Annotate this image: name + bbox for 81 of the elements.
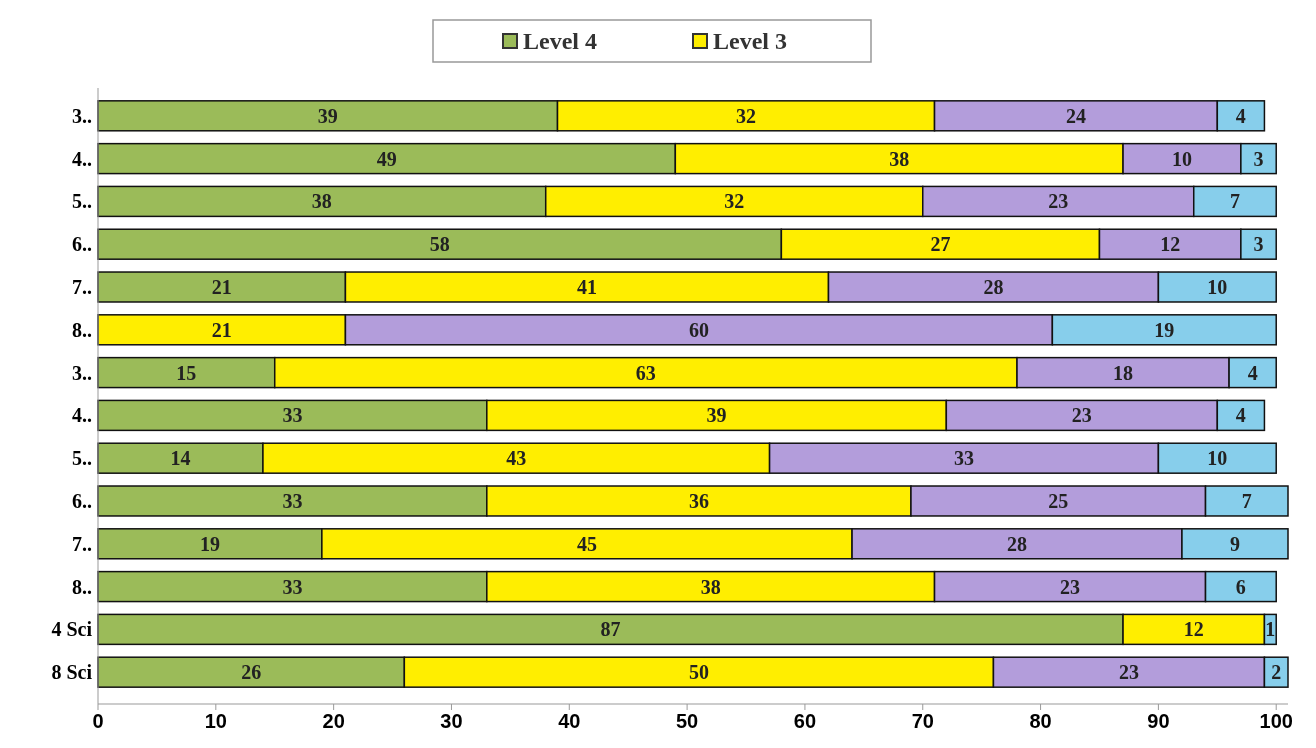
data-label: 21 <box>211 318 232 341</box>
data-label: 27 <box>930 233 951 256</box>
y-tick-label: 4 Sci <box>51 618 93 641</box>
y-tick-label: 8.. <box>72 575 92 598</box>
y-tick-label: 7.. <box>72 532 92 555</box>
data-label: 23 <box>1048 190 1069 213</box>
data-label: 10 <box>1207 447 1228 470</box>
x-tick-label: 80 <box>1029 710 1052 732</box>
data-label: 19 <box>199 532 220 555</box>
data-label: 36 <box>688 489 709 512</box>
data-label: 39 <box>317 104 338 127</box>
data-label: 43 <box>506 447 527 470</box>
data-label: 4 <box>1247 361 1258 384</box>
data-label: 12 <box>1160 233 1181 256</box>
data-label: 33 <box>953 447 974 470</box>
data-label: 39 <box>706 404 727 427</box>
data-label: 32 <box>724 190 745 213</box>
data-label: 19 <box>1154 318 1175 341</box>
data-label: 14 <box>170 447 191 470</box>
x-tick-label: 10 <box>204 710 227 732</box>
x-tick-label: 40 <box>558 710 581 732</box>
data-label: 63 <box>635 361 656 384</box>
data-label: 38 <box>311 190 332 213</box>
data-label: 28 <box>1007 532 1028 555</box>
data-label: 58 <box>429 233 450 256</box>
x-tick-label: 90 <box>1147 710 1170 732</box>
y-tick-label: 6.. <box>72 233 92 256</box>
data-label: 60 <box>688 318 709 341</box>
legend-label: Level 3 <box>713 28 787 55</box>
data-label: 10 <box>1207 276 1228 299</box>
data-label: 50 <box>688 661 709 684</box>
y-tick-label: 8 Sci <box>51 661 93 684</box>
y-tick-label: 4.. <box>72 147 92 170</box>
y-tick-label: 5.. <box>72 447 92 470</box>
data-label: 3 <box>1253 233 1264 256</box>
data-label: 32 <box>736 104 757 127</box>
legend-label: Level 4 <box>523 28 597 55</box>
data-label: 23 <box>1071 404 1092 427</box>
data-label: 28 <box>983 276 1004 299</box>
data-label: 15 <box>176 361 197 384</box>
data-label: 4 <box>1235 104 1246 127</box>
x-tick-label: 100 <box>1259 710 1293 732</box>
y-tick-label: 6.. <box>72 489 92 512</box>
data-label: 41 <box>576 276 597 299</box>
data-label: 1 <box>1265 618 1276 641</box>
data-label: 23 <box>1060 575 1081 598</box>
data-label: 49 <box>376 147 397 170</box>
data-label: 33 <box>282 404 303 427</box>
x-tick-label: 20 <box>322 710 345 732</box>
y-tick-label: 3.. <box>72 361 92 384</box>
data-label: 9 <box>1229 532 1240 555</box>
data-label: 45 <box>576 532 597 555</box>
data-label: 24 <box>1065 104 1086 127</box>
x-tick-label: 60 <box>793 710 817 732</box>
data-label: 7 <box>1229 190 1240 213</box>
y-tick-label: 3.. <box>72 104 92 127</box>
data-label: 26 <box>241 661 262 684</box>
data-label: 33 <box>282 575 303 598</box>
data-label: 38 <box>700 575 721 598</box>
data-label: 4 <box>1235 404 1246 427</box>
x-tick-label: 30 <box>440 710 463 732</box>
x-tick-label: 0 <box>92 710 104 732</box>
y-tick-label: 8.. <box>72 318 92 341</box>
x-tick-label: 70 <box>911 710 934 732</box>
data-label: 12 <box>1183 618 1204 641</box>
data-label: 18 <box>1113 361 1134 384</box>
data-label: 33 <box>282 489 303 512</box>
data-label: 6 <box>1235 575 1246 598</box>
data-label: 23 <box>1118 661 1139 684</box>
y-tick-label: 4.. <box>72 404 92 427</box>
data-label: 2 <box>1271 661 1282 684</box>
data-label: 3 <box>1253 147 1264 170</box>
data-label: 87 <box>600 618 621 641</box>
x-tick-label: 50 <box>675 710 699 732</box>
data-label: 25 <box>1048 489 1069 512</box>
data-label: 7 <box>1241 489 1252 512</box>
data-label: 21 <box>211 276 232 299</box>
y-tick-label: 7.. <box>72 276 92 299</box>
data-label: 38 <box>889 147 910 170</box>
data-label: 10 <box>1171 147 1192 170</box>
y-tick-label: 5.. <box>72 190 92 213</box>
